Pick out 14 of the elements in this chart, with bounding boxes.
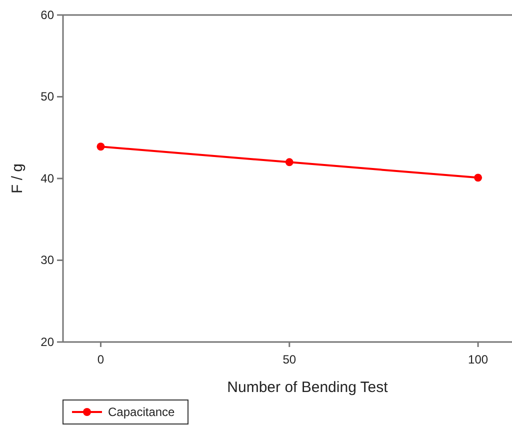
x-tick-label: 50 bbox=[282, 352, 296, 367]
y-tick-label: 30 bbox=[40, 253, 54, 268]
x-tick-label: 0 bbox=[97, 352, 104, 367]
point bbox=[96, 142, 105, 151]
y-tick-label: 60 bbox=[40, 8, 54, 22]
y-tick-label: 20 bbox=[40, 334, 54, 349]
legend-label: Capacitance bbox=[108, 405, 176, 419]
point bbox=[285, 158, 294, 166]
y-axis-title: F / g bbox=[9, 163, 26, 194]
x-tick-label: 100 bbox=[468, 352, 488, 367]
y-tick-label: 40 bbox=[40, 171, 54, 186]
x-axis-title: Number of Bending Test bbox=[227, 379, 389, 396]
y-tick-label: 50 bbox=[40, 90, 54, 104]
point bbox=[474, 174, 482, 182]
